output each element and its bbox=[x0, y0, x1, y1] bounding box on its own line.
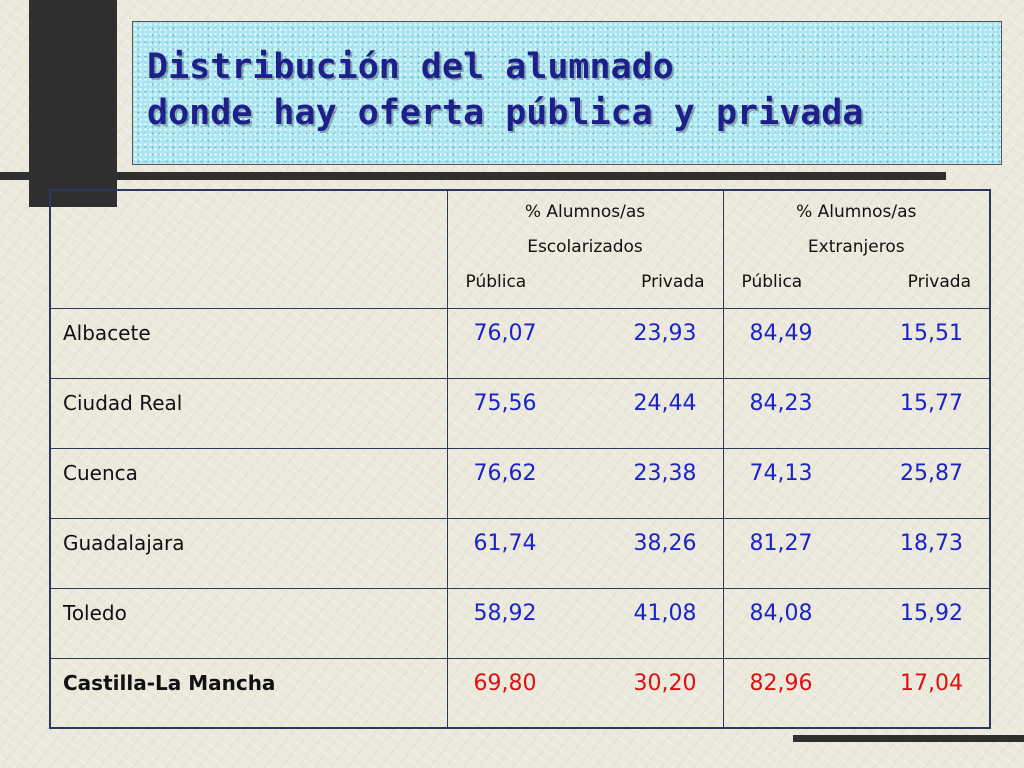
subheader-publica: Pública bbox=[465, 272, 527, 292]
value-privada: 15,51 bbox=[900, 320, 963, 346]
table-row: Ciudad Real 75,56 24,44 84,23 15,77 bbox=[49, 377, 991, 449]
value-publica: 69,80 bbox=[473, 670, 537, 696]
slide-title: Distribución del alumnado donde hay ofer… bbox=[147, 44, 863, 136]
header-escolarizados: % Alumnos/as Escolarizados Pública Priva… bbox=[446, 189, 724, 309]
value-privada: 23,38 bbox=[633, 460, 697, 486]
title-line-2: donde hay oferta pública y privada bbox=[147, 93, 864, 133]
value-publica: 84,08 bbox=[749, 600, 813, 626]
value-publica: 74,13 bbox=[749, 460, 813, 486]
distribution-table: % Alumnos/as Escolarizados Pública Priva… bbox=[49, 189, 991, 729]
value-publica: 82,96 bbox=[749, 670, 813, 696]
row-label-total: Castilla-La Mancha bbox=[49, 657, 448, 729]
value-publica: 84,49 bbox=[749, 320, 813, 346]
value-privada: 18,73 bbox=[900, 530, 963, 556]
group-subheaders: Pública Privada bbox=[448, 265, 723, 300]
table-row: Guadalajara 61,74 38,26 81,27 18,73 bbox=[49, 517, 991, 589]
value-privada: 25,87 bbox=[900, 460, 963, 486]
table-row: Toledo 58,92 41,08 84,08 15,92 bbox=[49, 587, 991, 659]
decorative-bottom-rule bbox=[793, 735, 1024, 742]
value-privada: 30,20 bbox=[633, 670, 697, 696]
table-row: Albacete 76,07 23,93 84,49 15,51 bbox=[49, 307, 991, 379]
extranjeros-values: 84,49 15,51 bbox=[722, 307, 991, 379]
extranjeros-values: 84,08 15,92 bbox=[722, 587, 991, 659]
subheader-privada: Privada bbox=[907, 272, 971, 292]
escolarizados-values: 75,56 24,44 bbox=[446, 377, 724, 449]
value-publica: 75,56 bbox=[473, 390, 537, 416]
escolarizados-values: 76,62 23,38 bbox=[446, 447, 724, 519]
group-title-line: % Alumnos/as bbox=[796, 202, 917, 222]
table-row: Cuenca 76,62 23,38 74,13 25,87 bbox=[49, 447, 991, 519]
escolarizados-values: 69,80 30,20 bbox=[446, 657, 724, 729]
value-publica: 58,92 bbox=[473, 600, 537, 626]
title-line-1: Distribución del alumnado bbox=[147, 47, 674, 87]
value-publica: 76,62 bbox=[473, 460, 537, 486]
escolarizados-values: 61,74 38,26 bbox=[446, 517, 724, 589]
table-total-row: Castilla-La Mancha 69,80 30,20 82,96 17,… bbox=[49, 657, 991, 729]
extranjeros-values: 74,13 25,87 bbox=[722, 447, 991, 519]
escolarizados-values: 58,92 41,08 bbox=[446, 587, 724, 659]
value-privada: 24,44 bbox=[633, 390, 697, 416]
header-extranjeros: % Alumnos/as Extranjeros Pública Privada bbox=[722, 189, 991, 309]
extranjeros-values: 84,23 15,77 bbox=[722, 377, 991, 449]
group-title-line: Escolarizados bbox=[527, 237, 643, 257]
row-label: Ciudad Real bbox=[49, 377, 448, 449]
extranjeros-values: 81,27 18,73 bbox=[722, 517, 991, 589]
value-publica: 84,23 bbox=[749, 390, 813, 416]
subheader-privada: Privada bbox=[641, 272, 705, 292]
value-privada: 15,77 bbox=[900, 390, 963, 416]
row-label: Guadalajara bbox=[49, 517, 448, 589]
row-label: Cuenca bbox=[49, 447, 448, 519]
title-box: Distribución del alumnado donde hay ofer… bbox=[132, 21, 1002, 165]
value-privada: 41,08 bbox=[633, 600, 697, 626]
table-header-row: % Alumnos/as Escolarizados Pública Priva… bbox=[49, 189, 991, 309]
value-publica: 81,27 bbox=[749, 530, 813, 556]
group-subheaders: Pública Privada bbox=[724, 265, 990, 300]
row-label: Toledo bbox=[49, 587, 448, 659]
value-publica: 61,74 bbox=[473, 530, 537, 556]
decorative-top-rule bbox=[0, 172, 946, 180]
header-empty-cell bbox=[49, 189, 448, 309]
value-privada: 38,26 bbox=[633, 530, 697, 556]
value-privada: 15,92 bbox=[900, 600, 963, 626]
escolarizados-values: 76,07 23,93 bbox=[446, 307, 724, 379]
value-publica: 76,07 bbox=[473, 320, 537, 346]
group-title-line: Extranjeros bbox=[807, 237, 905, 257]
row-label: Albacete bbox=[49, 307, 448, 379]
subheader-publica: Pública bbox=[741, 272, 803, 292]
value-privada: 23,93 bbox=[633, 320, 697, 346]
value-privada: 17,04 bbox=[900, 670, 963, 696]
group-title-line: % Alumnos/as bbox=[524, 202, 646, 222]
extranjeros-values: 82,96 17,04 bbox=[722, 657, 991, 729]
